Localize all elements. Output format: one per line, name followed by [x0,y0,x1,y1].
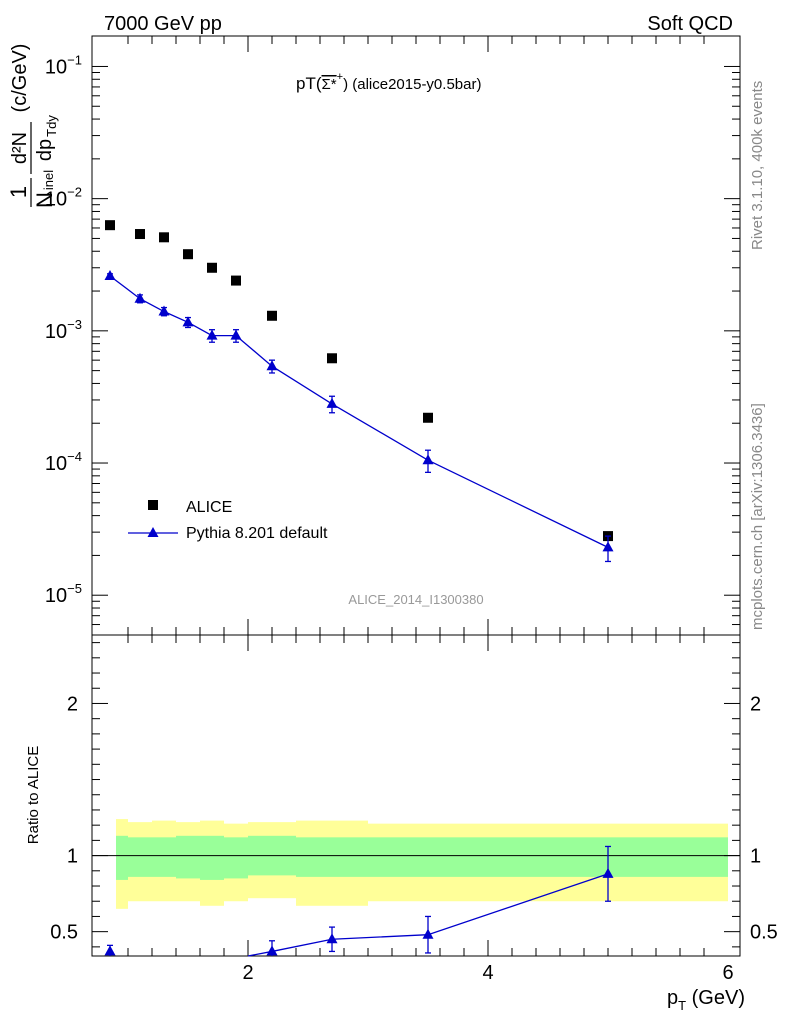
alice-point [327,353,337,364]
legend: ALICE Pythia 8.201 default [128,499,328,542]
ratio-line-entry [247,950,273,957]
main-y-tick-exp: −1 [67,52,82,67]
alice-point [231,275,241,286]
ratio-point [266,945,278,956]
main-y-ticks: 10−110−210−310−410−5 [45,52,740,626]
alice-point [267,310,277,321]
ratio-panel: 0.5 0.5 1 1 2 2 2 4 6 Ratio to ALICE pT (GeV) [25,634,778,1013]
plot-title-charge: + [337,71,343,83]
pythia-point [602,541,614,552]
pythia-point [134,292,146,303]
ratio-y-tick-label: 1 [67,846,78,868]
ratio-point [422,928,434,939]
ylabel-units: (c/GeV) [9,44,31,113]
ratio-y-axis-label: Ratio to ALICE [25,746,42,844]
ratio-y-tick-label-right: 1 [750,846,761,868]
header-right: Soft QCD [647,13,733,35]
legend-alice-marker [148,500,158,510]
main-frame [91,35,741,636]
xlabel-main: p [667,987,678,1009]
main-y-tick-label: 10−5 [45,581,82,607]
alice-point [207,262,217,273]
ratio-inner-band [128,837,152,877]
pythia-line [109,275,609,548]
ratio-inner-band [296,837,368,877]
main-y-tick-base: 10 [45,321,67,343]
ratio-y-tick-label: 2 [67,693,78,715]
ratio-frame [91,634,741,957]
ratio-y-tick-label-right: 2 [750,693,761,715]
rivet-label: Rivet 3.1.10, 400k events [749,81,766,250]
main-y-tick-label: 10−2 [45,185,82,211]
ratio-y-ticks: 0.5 0.5 1 1 2 2 [50,642,778,948]
ratio-point [326,933,338,944]
main-y-tick-exp: −3 [67,317,82,332]
main-y-axis-label: 1 N inel d²N dp Tdy (c/GeV) [6,44,59,208]
ratio-bands [116,819,728,909]
pythia-point [104,269,116,280]
ylabel-frac2-num: d²N [9,132,31,164]
ratio-inner-band [176,835,200,879]
legend-pythia-marker [147,527,159,537]
ylabel-frac1-den: N [32,192,57,208]
header-left: 7000 GeV pp [104,13,222,35]
pythia-point [326,397,338,408]
legend-alice-label: ALICE [186,499,232,516]
x-tick-label: 2 [242,962,253,984]
ratio-data [104,845,614,957]
ratio-x-axis-label: pT (GeV) [667,987,745,1013]
mcplots-label: mcplots.cern.ch [arXiv:1306.3436] [749,403,766,630]
plot-title-particle: Σ* [322,76,337,93]
pythia-point [182,316,194,327]
plot-title-suffix: ) (alice2015-y0.5bar) [343,76,481,93]
main-y-tick-base: 10 [45,453,67,475]
main-y-tick-label: 10−4 [45,449,82,475]
plot-title: pT(Σ*+) (alice2015-y0.5bar) [296,71,481,93]
ylabel-frac2-den-sub: Tdy [44,115,59,137]
ratio-y-tick-label: 0.5 [50,922,78,944]
alice-point [423,412,433,423]
main-y-tick-label: 10−3 [45,317,82,343]
ylabel-frac1-num: 1 [6,186,31,198]
pythia-point [230,329,242,340]
pythia-point [158,305,170,316]
plot-title-prefix: pT( [296,74,322,93]
xlabel-units: (GeV) [686,987,745,1009]
legend-pythia-label: Pythia 8.201 default [186,525,328,542]
main-x-ticks [127,36,705,635]
main-y-tick-exp: −4 [67,449,82,464]
alice-point [183,249,193,260]
ratio-inner-band [116,835,128,880]
ratio-inner-band [224,837,248,879]
main-y-tick-base: 10 [45,56,67,78]
analysis-id: ALICE_2014_I1300380 [348,592,483,607]
pythia-point [206,329,218,340]
x-tick-label: 4 [482,962,493,984]
ratio-point [104,945,116,956]
pythia-point [422,454,434,465]
main-y-tick-label: 10−1 [45,52,82,78]
main-y-tick-exp: −2 [67,185,82,200]
ratio-inner-band [368,837,488,877]
ratio-line [271,873,609,953]
ratio-inner-band [152,837,176,877]
main-data [104,220,614,563]
ratio-inner-band [200,835,224,880]
ratio-point [602,867,614,878]
alice-point [105,220,115,231]
main-panel: 10−110−210−310−410−5 pT(Σ*+) (alice2015-… [6,35,741,636]
alice-point [135,229,145,240]
ylabel-frac1-den-sub: inel [41,170,56,190]
main-y-tick-base: 10 [45,189,67,211]
main-y-tick-exp: −5 [67,581,82,596]
main-y-tick-base: 10 [45,585,67,607]
ylabel-frac2-den: dp [34,139,56,161]
alice-point [159,232,169,243]
xlabel-sub: T [678,998,686,1013]
ratio-y-tick-label-right: 0.5 [750,922,778,944]
x-tick-label: 6 [722,962,733,984]
pythia-point [266,360,278,371]
ratio-x-ticks: 2 4 6 [127,635,734,984]
